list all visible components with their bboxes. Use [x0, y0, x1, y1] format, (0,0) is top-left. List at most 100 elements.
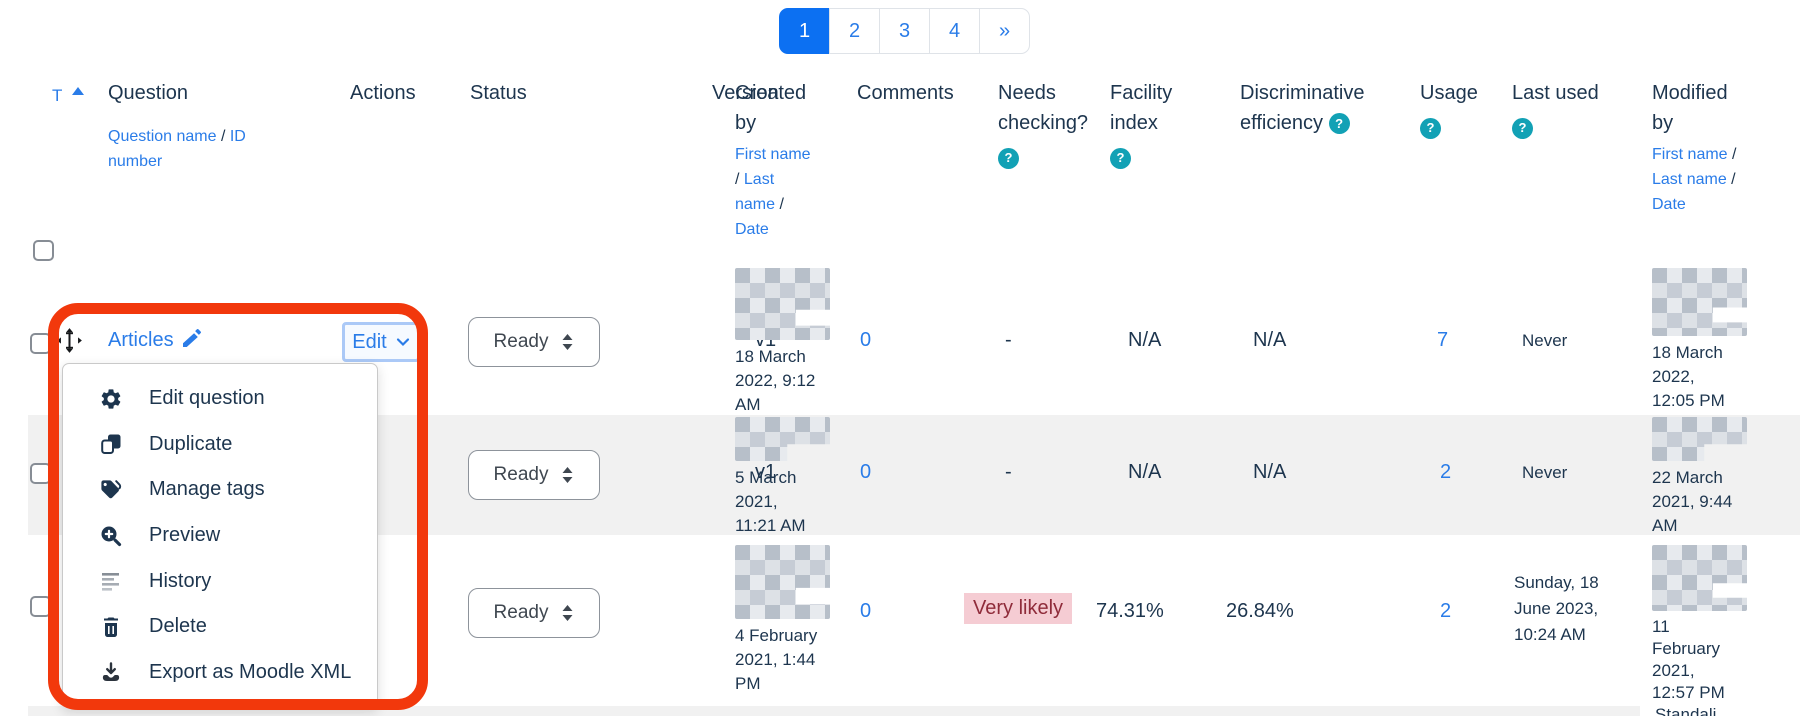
modified-by-cell: 18 March 2022, 12:05 PM: [1652, 268, 1764, 413]
sort-id-number-link[interactable]: ID number: [108, 128, 246, 170]
help-icon[interactable]: ?: [998, 147, 1019, 169]
menu-item-history[interactable]: History: [63, 558, 377, 604]
menu-item-label: Delete: [149, 615, 207, 638]
needs-checking-value: -: [1005, 329, 1012, 351]
question-name-link[interactable]: Articles: [108, 329, 174, 351]
status-value: Ready: [493, 602, 549, 623]
modified-date: 22 March 2021, 9:44 AM: [1652, 468, 1733, 535]
created-date: 5 March 2021, 11:21 AM: [735, 468, 806, 535]
last-used-value: Sunday, 18 June 2023, 10:24 AM: [1514, 573, 1599, 644]
comments-link[interactable]: 0: [860, 600, 872, 622]
row-alt-background: [28, 706, 1640, 716]
page-button-2[interactable]: 2: [829, 8, 880, 54]
row-checkbox[interactable]: [30, 596, 51, 617]
page-next-button[interactable]: »: [979, 8, 1030, 54]
zoom-in-icon: [99, 524, 123, 548]
menu-item-export-moodle-xml[interactable]: Export as Moodle XML: [63, 649, 377, 695]
comments-link[interactable]: 0: [860, 329, 872, 351]
status-value: Ready: [493, 331, 549, 352]
version-value: v1: [755, 461, 777, 483]
created-date: 4 February 2021, 1:44 PM: [735, 626, 818, 693]
edit-name-pencil-icon[interactable]: [180, 326, 204, 355]
redacted-user-name: [735, 268, 830, 340]
status-value: Ready: [493, 464, 549, 485]
column-label: Discriminative efficiency: [1240, 82, 1365, 134]
row-checkbox[interactable]: [30, 333, 51, 354]
status-select[interactable]: Ready: [468, 588, 600, 638]
select-arrows-icon: [562, 334, 573, 350]
select-arrows-icon: [562, 467, 573, 483]
column-header-usage: Usage ?: [1420, 78, 1490, 139]
usage-link[interactable]: 2: [1440, 461, 1452, 483]
usage-link[interactable]: 7: [1437, 329, 1449, 351]
column-header-needs-checking: Needs checking? ?: [998, 78, 1100, 169]
column-header-created-by: Created by First name / Last name / Date: [735, 78, 815, 242]
menu-item-label: History: [149, 569, 212, 592]
menu-item-preview[interactable]: Preview: [63, 513, 377, 559]
facility-index-value: N/A: [1128, 461, 1162, 483]
page-button-4[interactable]: 4: [929, 8, 980, 54]
edit-dropdown-menu: Edit question Duplicate Manage tags Prev…: [62, 363, 378, 708]
column-label: Version: [712, 82, 779, 104]
menu-item-edit-question[interactable]: Edit question: [63, 376, 377, 422]
modified-date: 11 February 2021, 12:57 PM: [1652, 617, 1725, 702]
select-arrows-icon: [562, 605, 573, 621]
sort-ascending-icon: [71, 87, 84, 95]
pagination: 1 2 3 4 »: [779, 8, 1030, 54]
column-header-last-used: Last used ?: [1512, 78, 1622, 139]
column-label: Facility index: [1110, 82, 1173, 134]
help-icon[interactable]: ?: [1420, 117, 1441, 139]
discriminative-efficiency-value: N/A: [1253, 329, 1287, 351]
needs-checking-value: -: [1005, 461, 1012, 483]
row-checkbox[interactable]: [30, 463, 51, 484]
discriminative-efficiency-value: N/A: [1253, 461, 1287, 483]
column-header-question: Question Question name / ID number: [108, 78, 283, 174]
type-sort-link[interactable]: T: [52, 86, 63, 105]
menu-item-delete[interactable]: Delete: [63, 604, 377, 650]
redacted-user-name: [735, 545, 830, 619]
sort-first-name-link[interactable]: First name: [735, 146, 811, 163]
column-label: Actions: [350, 82, 416, 104]
drag-handle-icon[interactable]: [56, 327, 83, 359]
page-button-3[interactable]: 3: [879, 8, 930, 54]
select-all-checkbox[interactable]: [33, 240, 54, 261]
help-icon[interactable]: ?: [1328, 113, 1350, 135]
menu-item-manage-tags[interactable]: Manage tags: [63, 467, 377, 513]
column-label: Usage: [1420, 82, 1478, 104]
created-by-cell: 18 March 2022, 9:12 AM: [735, 268, 847, 417]
menu-item-duplicate[interactable]: Duplicate: [63, 422, 377, 468]
sort-date-link[interactable]: Date: [1652, 196, 1686, 213]
sort-last-name-link[interactable]: Last name: [735, 171, 776, 213]
edit-menu-label: Edit: [352, 330, 387, 353]
menu-item-label: Edit question: [149, 387, 265, 410]
duplicate-icon: [99, 432, 123, 456]
redacted-user-name: [1652, 268, 1747, 336]
discriminative-efficiency-value: 26.84%: [1226, 600, 1294, 622]
clipped-next-line-text: Standali: [1655, 705, 1717, 716]
column-label: Modified by: [1652, 82, 1728, 134]
column-header-type[interactable]: T: [52, 80, 84, 111]
status-select[interactable]: Ready: [468, 317, 600, 367]
edit-menu-toggle[interactable]: Edit: [342, 322, 420, 362]
column-label: Last used: [1512, 82, 1599, 104]
modified-by-sort-links: First name / Last name / Date: [1652, 146, 1737, 213]
sort-question-name-link[interactable]: Question name: [108, 128, 217, 145]
comments-link[interactable]: 0: [860, 461, 872, 483]
download-icon: [99, 660, 123, 684]
usage-link[interactable]: 2: [1440, 600, 1452, 622]
column-label: Needs checking?: [998, 82, 1089, 134]
created-by-cell: 5 March 2021, 11:21 AM: [735, 417, 847, 538]
help-icon[interactable]: ?: [1512, 117, 1533, 139]
sort-last-name-link[interactable]: Last name: [1652, 171, 1727, 188]
page-button-1[interactable]: 1: [779, 8, 830, 54]
modified-by-cell: 11 February 2021, 12:57 PM: [1652, 545, 1764, 704]
sort-first-name-link[interactable]: First name: [1652, 146, 1728, 163]
redacted-user-name: [1652, 545, 1747, 611]
column-label: Comments: [857, 82, 954, 104]
sort-date-link[interactable]: Date: [735, 221, 769, 238]
created-by-cell: 4 February 2021, 1:44 PM: [735, 545, 847, 696]
column-label: Status: [470, 82, 527, 104]
help-icon[interactable]: ?: [1110, 147, 1131, 169]
status-select[interactable]: Ready: [468, 450, 600, 500]
